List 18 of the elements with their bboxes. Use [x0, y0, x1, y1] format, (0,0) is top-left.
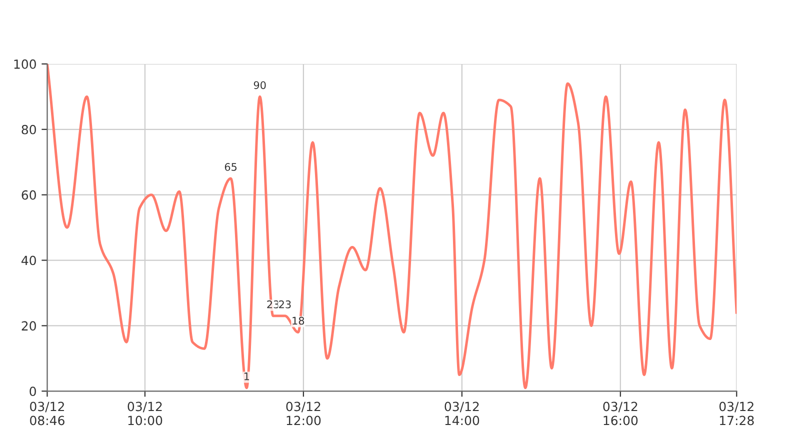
data-label: 90 [254, 81, 266, 90]
data-label: 65 [224, 163, 237, 171]
data-label: 23 [279, 300, 291, 308]
y-tick-label: 60 [22, 190, 36, 200]
x-tick-label: 03/12 10:00 [128, 402, 162, 426]
y-tick-label: 0 [30, 386, 36, 396]
data-label: 1 [244, 372, 249, 380]
x-tick-label: 03/12 14:00 [444, 402, 480, 426]
y-tick-label: 40 [22, 256, 36, 266]
x-tick-label: 03/12 17:28 [719, 402, 754, 426]
x-tick-label: 03/12 16:00 [603, 402, 638, 426]
data-label: 23 [267, 300, 279, 308]
y-tick-label: 80 [22, 124, 36, 134]
data-label: 18 [292, 316, 304, 325]
y-tick-label: 20 [22, 321, 36, 331]
x-tick-label: 03/12 08:46 [30, 402, 64, 426]
y-tick-label: 100 [14, 59, 36, 69]
x-tick-label: 03/12 12:00 [286, 402, 321, 426]
